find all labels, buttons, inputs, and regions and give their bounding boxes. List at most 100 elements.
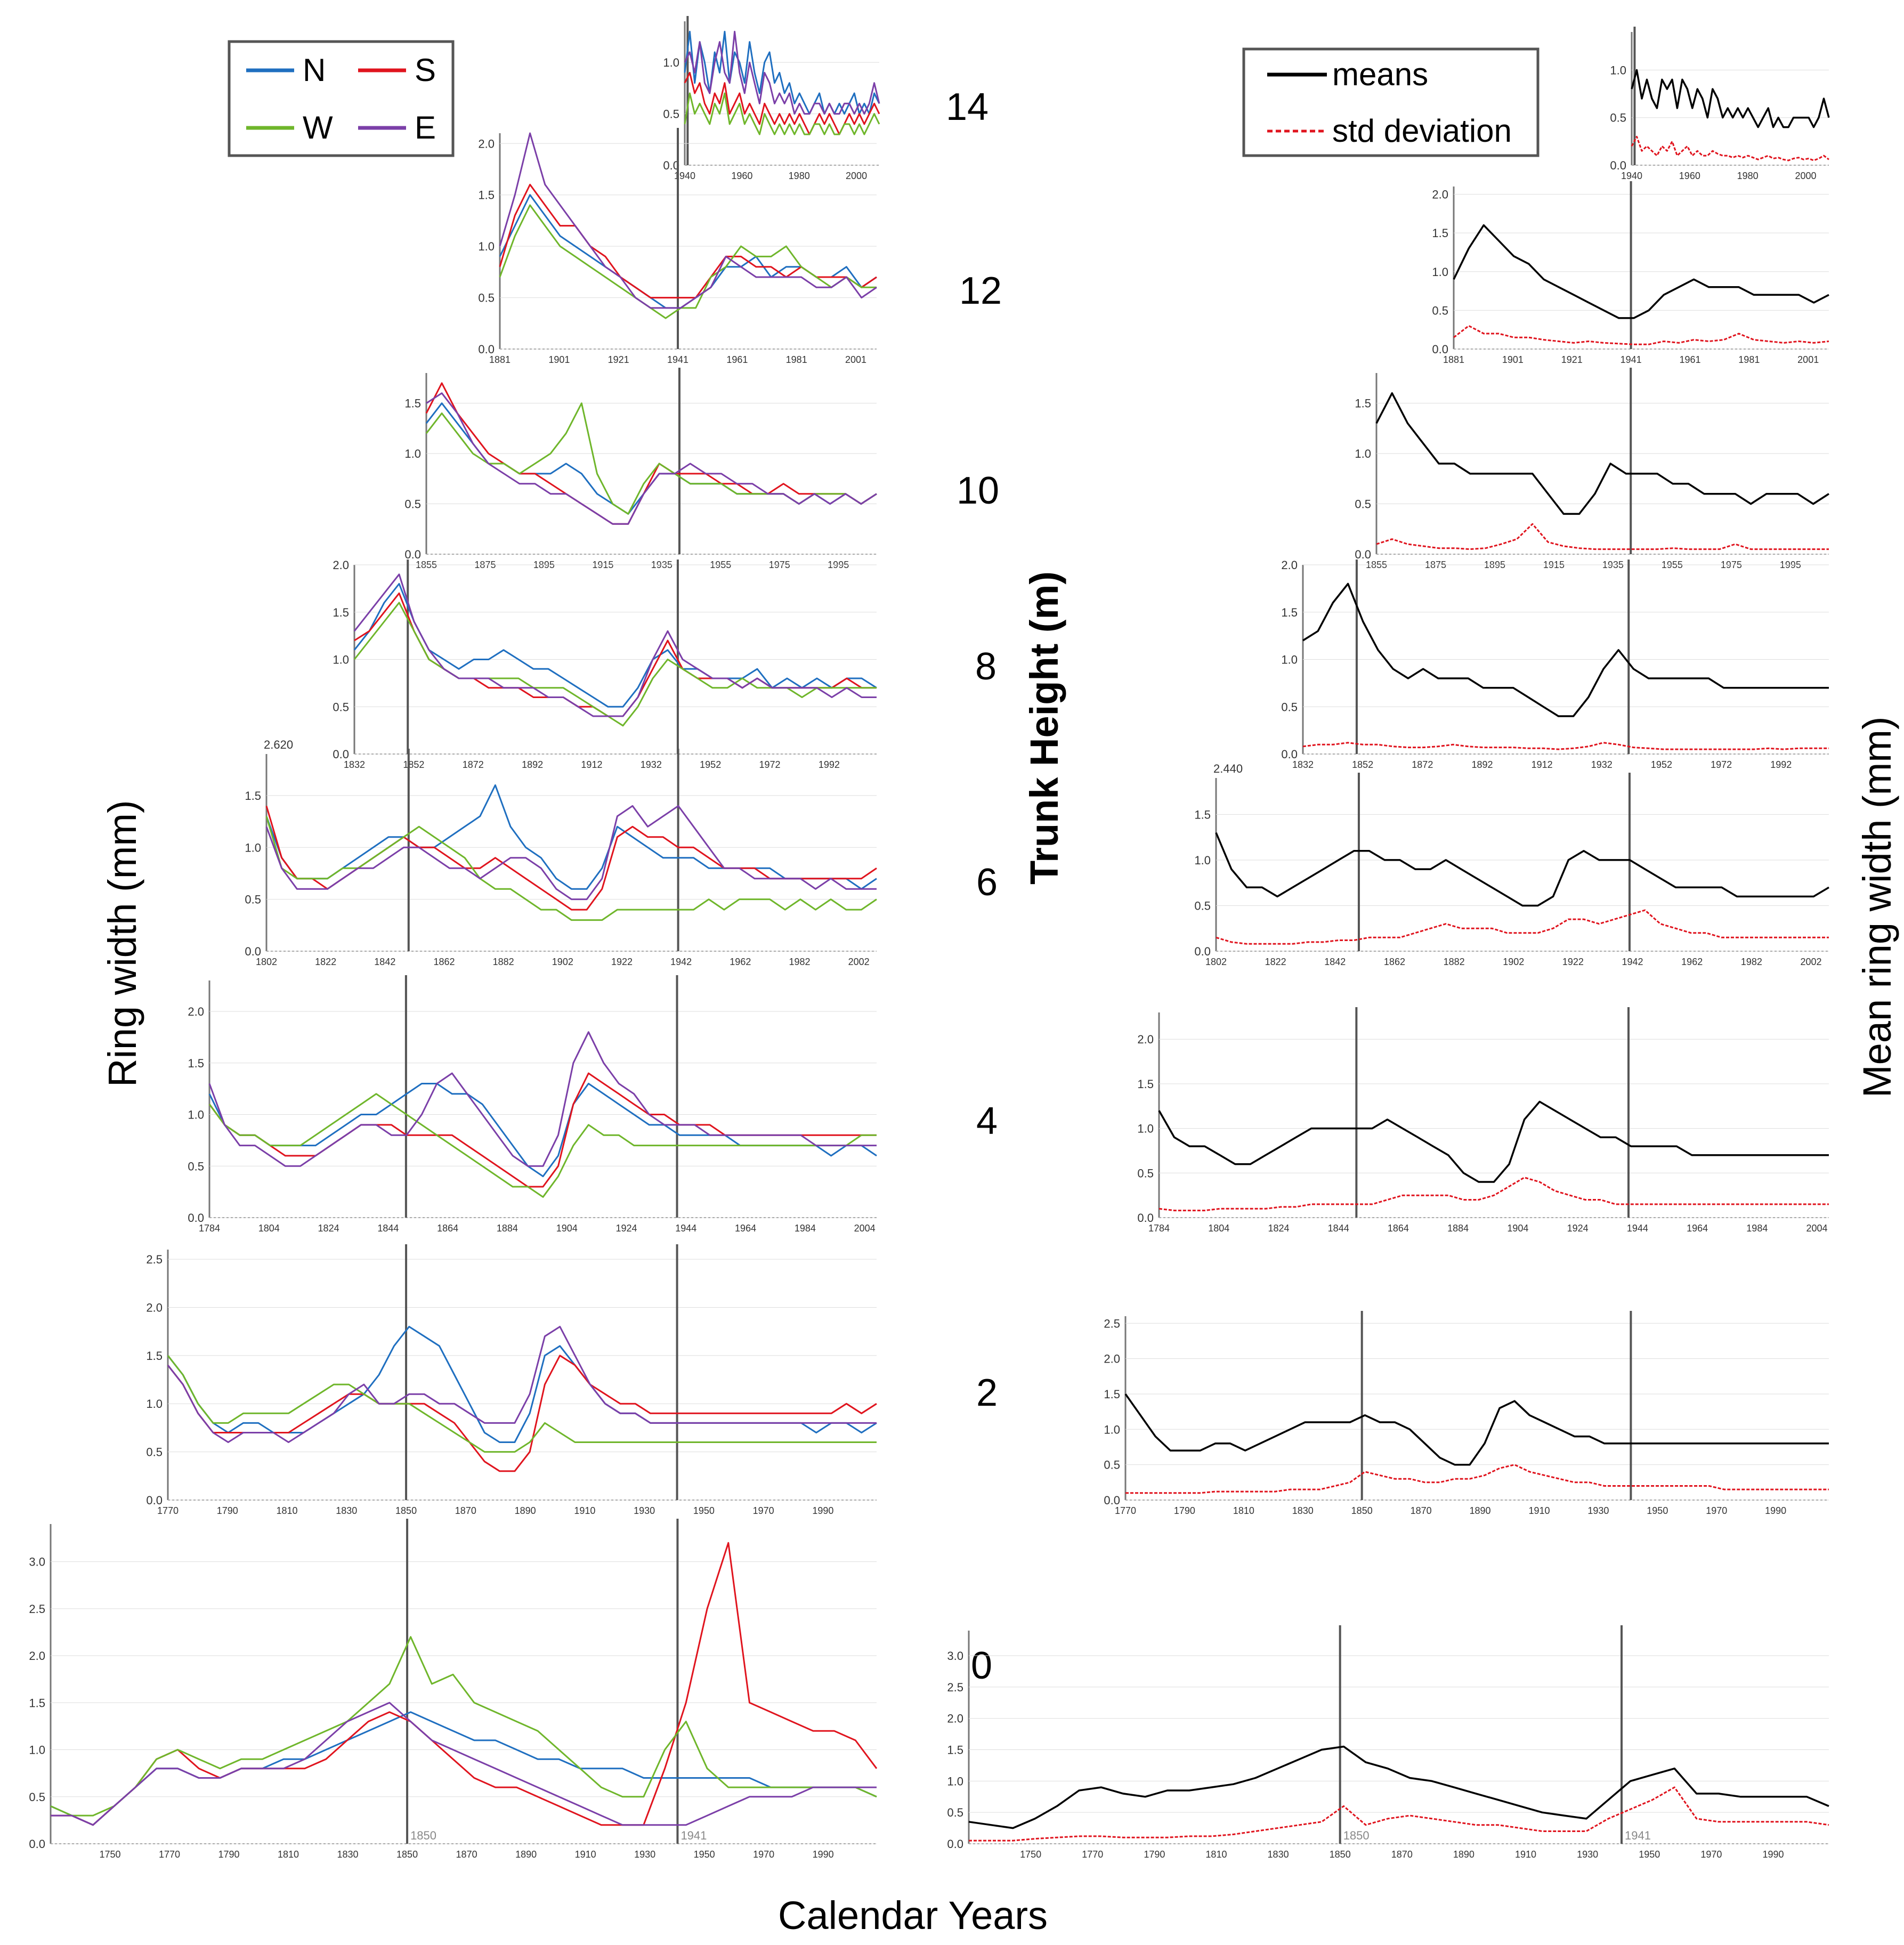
y-tick-label: 0.0 [478, 343, 495, 356]
x-tick-label: 1870 [1391, 1849, 1413, 1860]
y-tick-label: 0.5 [333, 700, 349, 714]
x-tick-label: 1910 [574, 1505, 595, 1516]
series-line-std [1631, 135, 1829, 161]
x-tick-label: 1804 [1208, 1223, 1229, 1234]
legend-label-n: N [303, 52, 326, 88]
y-tick-label: 0.0 [1610, 159, 1626, 172]
x-tick-label: 1972 [1711, 759, 1732, 770]
x-tick-label: 1850 [1330, 1849, 1351, 1860]
x-tick-label: 1950 [1639, 1849, 1660, 1860]
series-line-E [684, 30, 880, 115]
series-line-S [51, 1542, 878, 1826]
y-tick-label: 1.0 [1104, 1423, 1120, 1436]
y-tick-label: 0.0 [1104, 1494, 1120, 1507]
panel-h6-directions: 0.0 0.5 1.0 1.5 1802 1822 1842 1862 1882 1902 1922… [245, 738, 877, 967]
x-tick-label: 1930 [634, 1849, 655, 1860]
x-tick-label: 1802 [1205, 957, 1227, 967]
series-line-N [265, 784, 877, 890]
y-tick-label: 2.0 [1104, 1352, 1120, 1366]
y-tick-label: 0.0 [188, 1211, 204, 1225]
x-tick-label: 1904 [556, 1223, 578, 1234]
x-tick-label: 1922 [611, 957, 633, 967]
y-tick-label: 2.0 [188, 1005, 204, 1018]
x-tick-label: 1870 [456, 1849, 477, 1860]
x-tick-label: 1960 [731, 171, 752, 181]
x-tick-label: 1770 [157, 1505, 179, 1516]
x-tick-label: 1822 [1265, 957, 1286, 967]
x-tick-label: 1842 [374, 957, 395, 967]
x-tick-label: 2000 [1795, 171, 1816, 181]
y-tick-label: 2.5 [29, 1602, 45, 1616]
x-tick-label: 1892 [522, 759, 543, 770]
y-tick-label: 0.5 [29, 1790, 45, 1804]
y-tick-label: 0.0 [29, 1837, 45, 1851]
x-tick-label: 1930 [1577, 1849, 1598, 1860]
y-tick-label: 1.5 [1137, 1077, 1154, 1091]
x-tick-label: 1970 [1706, 1505, 1727, 1516]
series-line-std [1453, 325, 1829, 345]
series-line-means [1302, 582, 1829, 717]
panel-h8-directions: 0.0 0.5 1.0 1.5 2.0 1832 1852 1872 1892 1912 1932 1… [333, 558, 877, 770]
y-tick-label: 0.5 [1355, 498, 1371, 511]
x-tick-label: 1952 [700, 759, 721, 770]
height-label-2: 2 [976, 1372, 998, 1414]
panel-h4-means: 0.0 0.5 1.0 1.5 2.0 1784 1804 1824 1844 1864 1884 1… [1137, 1007, 1829, 1234]
x-tick-label: 1992 [819, 759, 840, 770]
x-tick-label: 1890 [1453, 1849, 1474, 1860]
x-tick-label: 1982 [789, 957, 810, 967]
x-tick-label: 1770 [1082, 1849, 1103, 1860]
x-tick-label: 1990 [1762, 1849, 1784, 1860]
x-tick-label: 1862 [1384, 957, 1405, 967]
x-tick-label: 1940 [674, 171, 695, 181]
x-tick-label: 1930 [634, 1505, 655, 1516]
x-tick-label: 1870 [1411, 1505, 1432, 1516]
x-tick-label: 1830 [1292, 1505, 1314, 1516]
x-tick-label: 1882 [1444, 957, 1465, 967]
x-tick-label: 1901 [548, 354, 570, 365]
y-tick-label: 0.0 [1194, 945, 1211, 958]
x-tick-label: 1810 [277, 1505, 298, 1516]
series-line-E [499, 132, 877, 309]
x-tick-label: 2001 [1797, 354, 1819, 365]
x-tick-label: 1992 [1770, 759, 1792, 770]
legend-label-means: means [1332, 56, 1428, 92]
x-tick-label: 1942 [1622, 957, 1643, 967]
y-tick-label: 1.5 [146, 1349, 163, 1363]
series-line-S [425, 382, 877, 525]
height-label-6: 6 [976, 861, 998, 904]
x-tick-label: 1941 [1621, 354, 1642, 365]
x-tick-label: 1942 [670, 957, 692, 967]
x-tick-label: 1990 [812, 1505, 833, 1516]
series-line-means [1453, 224, 1829, 319]
x-tick-label: 1902 [1503, 957, 1524, 967]
x-tick-label: 1890 [1470, 1505, 1491, 1516]
series-line-E [353, 573, 877, 717]
panel-h12-means: 0.0 0.5 1.0 1.5 2.0 1881 1901 1921 1941 1961 1981 2… [1432, 181, 1829, 365]
series-line-std [1376, 523, 1829, 550]
y-tick-label: 1.5 [1281, 606, 1298, 619]
series-line-E [167, 1326, 877, 1443]
y-tick-label: 3.0 [29, 1555, 45, 1569]
x-tick-label: 1981 [1738, 354, 1760, 365]
x-tick-label: 1750 [99, 1849, 120, 1860]
y-tick-label: 1.0 [29, 1744, 45, 1757]
series-line-E [51, 1701, 877, 1826]
y-tick-label: 1.5 [478, 189, 495, 202]
series-line-std [1302, 742, 1829, 750]
x-tick-label: 1890 [515, 1505, 536, 1516]
series-line-N [684, 30, 880, 115]
y-tick-label: 2.5 [1104, 1317, 1120, 1330]
series-line-W [684, 92, 880, 135]
x-tick-label: 1810 [1205, 1849, 1227, 1860]
x-tick-label: 1932 [641, 759, 662, 770]
x-tick-label: 1810 [1233, 1505, 1254, 1516]
y-tick-label: 1.0 [663, 56, 679, 69]
y-tick-label: 1.0 [188, 1108, 204, 1122]
x-tick-label: 1864 [1388, 1223, 1409, 1234]
y-tick-label: 1.5 [1355, 397, 1371, 410]
x-tick-label: 1850 [395, 1505, 417, 1516]
x-tick-label: 1830 [1268, 1849, 1289, 1860]
series-line-E [426, 392, 877, 525]
y-tick-label: 0.5 [1137, 1166, 1154, 1180]
